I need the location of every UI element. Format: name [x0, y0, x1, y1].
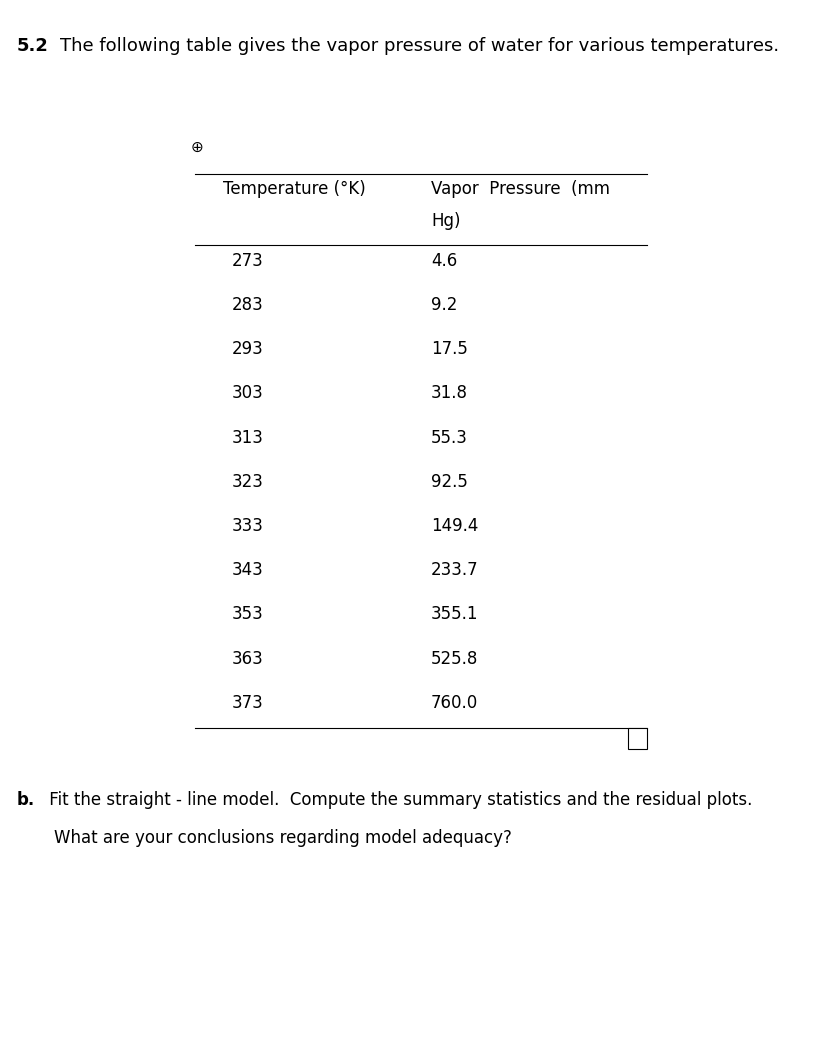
Text: 92.5: 92.5	[431, 473, 467, 491]
Text: ⊕: ⊕	[190, 140, 203, 155]
Text: Fit the straight - line model.  Compute the summary statistics and the residual : Fit the straight - line model. Compute t…	[44, 791, 751, 809]
Text: 9.2: 9.2	[431, 296, 457, 314]
Text: 355.1: 355.1	[431, 605, 478, 623]
Text: 149.4: 149.4	[431, 517, 478, 535]
Text: 363: 363	[232, 650, 263, 668]
Text: 4.6: 4.6	[431, 252, 457, 270]
Text: 525.8: 525.8	[431, 650, 478, 668]
Text: 5.2: 5.2	[17, 37, 48, 55]
Text: What are your conclusions regarding model adequacy?: What are your conclusions regarding mode…	[54, 829, 511, 847]
Text: 55.3: 55.3	[431, 429, 467, 446]
Text: 760.0: 760.0	[431, 694, 478, 712]
Text: 273: 273	[232, 252, 263, 270]
Text: 343: 343	[232, 561, 263, 579]
Text: 323: 323	[232, 473, 263, 491]
Text: 233.7: 233.7	[431, 561, 478, 579]
Text: Temperature (°K): Temperature (°K)	[223, 180, 365, 198]
Text: Hg): Hg)	[431, 212, 460, 230]
Text: 17.5: 17.5	[431, 340, 467, 358]
Text: 373: 373	[232, 694, 263, 712]
Text: Vapor  Pressure  (mm: Vapor Pressure (mm	[431, 180, 609, 198]
Text: b.: b.	[17, 791, 35, 809]
Text: 303: 303	[232, 384, 263, 402]
Text: 353: 353	[232, 605, 263, 623]
Text: 31.8: 31.8	[431, 384, 468, 402]
Text: 283: 283	[232, 296, 263, 314]
Text: The following table gives the vapor pressure of water for various temperatures.: The following table gives the vapor pres…	[60, 37, 777, 55]
Text: 333: 333	[232, 517, 263, 535]
Text: 313: 313	[232, 429, 263, 446]
Text: 293: 293	[232, 340, 263, 358]
FancyBboxPatch shape	[628, 728, 646, 749]
